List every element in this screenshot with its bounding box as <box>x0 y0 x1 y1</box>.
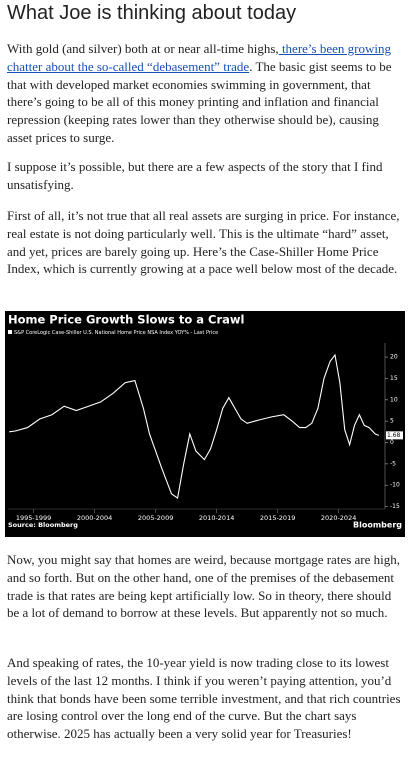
paragraph: And speaking of rates, the 10-year yield… <box>7 655 401 742</box>
chart: Home Price Growth Slows to a Crawl Sourc… <box>5 311 405 537</box>
source: Source: Bloomberg <box>8 521 78 529</box>
paragraph: Now, you might say that homes are weird,… <box>7 552 401 621</box>
line <box>9 353 380 499</box>
last-value-box <box>386 431 403 440</box>
text: . The basic gist seems to be that with d… <box>7 58 392 145</box>
paragraph: I suppose it’s possible, but there are a… <box>7 159 383 192</box>
brand: Bloomberg <box>353 521 402 530</box>
legend-swatch <box>8 330 12 334</box>
paragraph: With gold (and silver) both at or near a… <box>7 40 403 147</box>
y-tick-label: 0 <box>390 439 394 446</box>
y-tick-label: 15 <box>390 375 398 382</box>
x-tick-label: 2015-2019 <box>260 514 295 522</box>
title: What Joe is thinking about today <box>7 2 297 24</box>
y-tick-label: -10 <box>390 482 400 489</box>
x-tick-label: 2000-2004 <box>77 514 112 522</box>
x-tick-label: 1995-1999 <box>16 514 51 522</box>
chart-title: Home Price Growth Slows to a Crawl <box>8 313 245 327</box>
y-tick-label: 20 <box>390 354 398 361</box>
x-tick-label: 2005-2009 <box>138 514 173 522</box>
y-tick-label: 5 <box>390 418 394 425</box>
legend-label: S&P CoreLogic Case-Shiller U.S. National… <box>14 330 218 336</box>
x-tick-label: 2020-2024 <box>321 514 356 522</box>
chart-background <box>5 311 405 537</box>
last-value-label: 1.68 <box>387 432 401 439</box>
link[interactable]: there’s been growing chatter about the s… <box>7 41 391 74</box>
x-tick-label: 2010-2014 <box>199 514 234 522</box>
y-tick-label: -5 <box>390 460 396 467</box>
y-tick-label: -15 <box>390 503 400 510</box>
text: With gold (and silver) both at or near a… <box>7 41 279 56</box>
paragraph: First of all, it’s not true that all rea… <box>7 208 400 277</box>
y-tick-label: 10 <box>390 396 398 403</box>
